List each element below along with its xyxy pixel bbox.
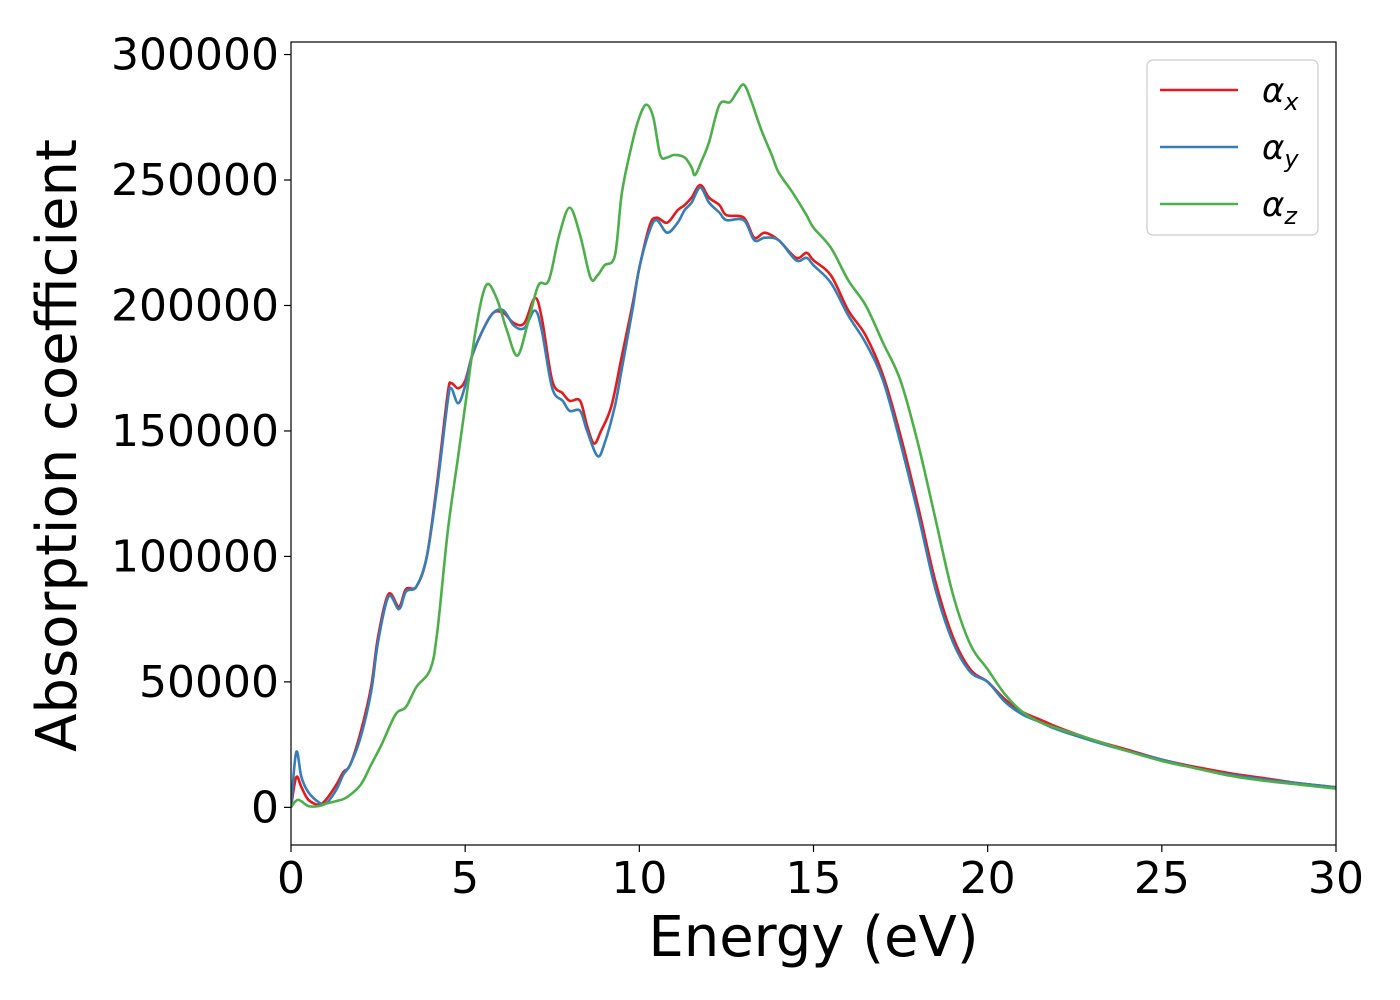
x-tick-label: 0 [277, 853, 305, 904]
y-tick-label: 250000 [111, 155, 279, 206]
y-tick-label: 150000 [111, 406, 279, 457]
y-axis: 0 50000 100000 150000 200000 250000 300000 [111, 30, 291, 833]
y-tick-label: 300000 [111, 30, 279, 81]
y-tick-label: 100000 [111, 531, 279, 582]
y-tick-label: 0 [251, 782, 279, 833]
x-axis-title: Energy (eV) [648, 905, 978, 970]
x-tick-label: 5 [451, 853, 479, 904]
x-tick-label: 20 [960, 853, 1016, 904]
legend-label-y: αy [1262, 128, 1299, 173]
x-tick-label: 15 [786, 853, 842, 904]
y-tick-label: 50000 [139, 657, 279, 708]
series-line-z [291, 83, 1336, 809]
series-layer [291, 83, 1336, 809]
legend: αx αy αz [1146, 59, 1319, 236]
series-line-y [291, 186, 1336, 808]
y-tick-label: 200000 [111, 280, 279, 331]
x-tick-label: 10 [611, 853, 667, 904]
legend-label-z: αz [1262, 185, 1298, 230]
x-axis: 0 5 10 15 20 25 30 [277, 845, 1364, 904]
y-axis-title: Absorption coefficient [25, 139, 90, 752]
x-tick-label: 25 [1134, 853, 1190, 904]
legend-label-x: αx [1262, 71, 1299, 116]
x-tick-label: 30 [1308, 853, 1364, 904]
series-line-x [291, 183, 1336, 808]
